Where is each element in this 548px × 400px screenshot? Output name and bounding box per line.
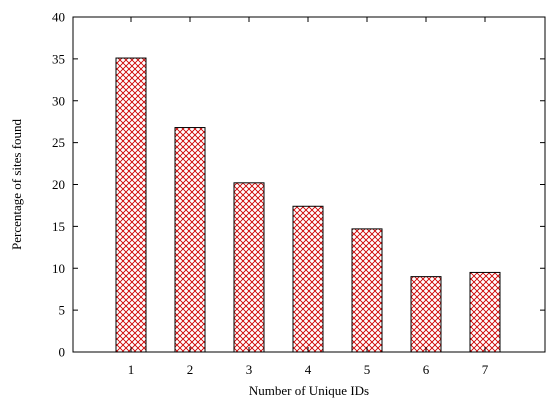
y-tick-label: 15 — [52, 219, 65, 234]
x-tick-label: 6 — [423, 362, 430, 377]
bars-group — [115, 57, 501, 353]
bar-4 — [292, 205, 324, 353]
y-tick-label: 35 — [52, 51, 65, 66]
y-tick-label: 30 — [52, 93, 65, 108]
bar-5 — [351, 228, 383, 353]
x-tick-label: 3 — [246, 362, 253, 377]
y-tick-label: 5 — [59, 303, 66, 318]
x-axis-title: Number of Unique IDs — [249, 383, 369, 398]
bar-2 — [174, 127, 206, 353]
y-axis-ticks: 0 5 10 15 20 25 30 35 40 — [52, 10, 545, 360]
x-axis-ticks: 1 2 3 4 5 6 7 — [128, 17, 489, 377]
y-tick-label: 25 — [52, 135, 65, 150]
bar-6 — [410, 276, 442, 353]
y-tick-label: 40 — [52, 10, 65, 25]
y-tick-label: 20 — [52, 177, 65, 192]
y-axis-title: Percentage of sites found — [9, 118, 24, 250]
x-tick-label: 5 — [364, 362, 371, 377]
x-tick-label: 7 — [482, 362, 489, 377]
bar-3 — [233, 182, 265, 353]
x-tick-label: 4 — [305, 362, 312, 377]
x-tick-label: 2 — [187, 362, 194, 377]
y-tick-label: 10 — [52, 261, 65, 276]
y-tick-label: 0 — [59, 345, 66, 360]
bar-1 — [115, 57, 147, 353]
bar-7 — [469, 271, 501, 353]
x-tick-label: 1 — [128, 362, 135, 377]
